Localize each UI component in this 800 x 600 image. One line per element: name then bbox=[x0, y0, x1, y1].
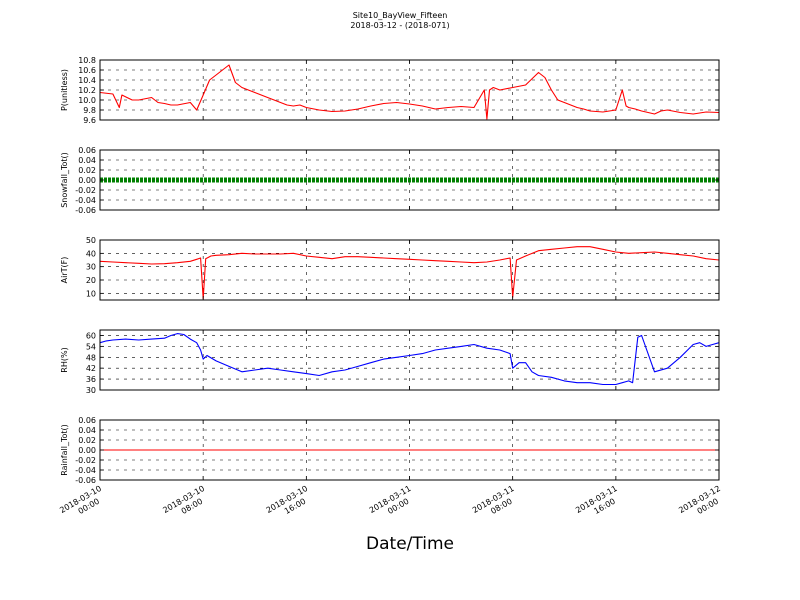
panel-5-ytick-label-0: -0.06 bbox=[75, 476, 96, 485]
panel-4-ytick-label-2: 42 bbox=[86, 364, 96, 373]
panel-4-ylabel: RH(%) bbox=[60, 347, 69, 372]
panel-2-ytick-label-1: -0.04 bbox=[75, 196, 96, 205]
panel-3-ytick-label-0: 10 bbox=[86, 289, 96, 298]
panel-1-ytick-label-0: 9.6 bbox=[83, 116, 96, 125]
panel-5-ytick-label-2: -0.02 bbox=[75, 456, 96, 465]
panel-5-ylabel: Rainfall_Tot() bbox=[60, 424, 69, 476]
panel-3-ytick-label-2: 30 bbox=[86, 263, 96, 272]
panel-1-ytick-label-3: 10.2 bbox=[78, 86, 96, 95]
panel-1-ytick-label-6: 10.8 bbox=[78, 56, 96, 65]
panel-3-ytick-label-1: 20 bbox=[86, 276, 96, 285]
panel-2-ytick-label-3: 0.00 bbox=[78, 176, 96, 185]
panel-1-ytick-label-5: 10.6 bbox=[78, 66, 96, 75]
panel-3-ytick-label-4: 50 bbox=[86, 236, 96, 245]
panel-3-series-1 bbox=[99, 246, 720, 300]
panel-1-series-1 bbox=[99, 64, 720, 120]
panel-2-ytick-label-0: -0.06 bbox=[75, 206, 96, 215]
panel-5-ytick-label-6: 0.06 bbox=[78, 416, 96, 425]
panel-1-ytick-label-2: 10.0 bbox=[78, 96, 96, 105]
panel-5-ytick-label-1: -0.04 bbox=[75, 466, 96, 475]
panel-3-ytick-label-3: 40 bbox=[86, 249, 96, 258]
panel-1-ylabel: P(unitless) bbox=[60, 69, 69, 111]
x-axis-label: Date/Time bbox=[366, 534, 454, 554]
panel-4-ytick-label-1: 36 bbox=[86, 375, 96, 384]
panel-4-ytick-label-0: 30 bbox=[86, 386, 96, 395]
chart-title-line2: 2018-03-12 - (2018-071) bbox=[350, 21, 450, 30]
panel-2-ytick-label-2: -0.02 bbox=[75, 186, 96, 195]
panel-5-ytick-label-5: 0.04 bbox=[78, 426, 96, 435]
panel-2-ytick-label-4: 0.02 bbox=[78, 166, 96, 175]
panel-4-ytick-label-4: 54 bbox=[86, 342, 96, 351]
panel-4-ytick-label-3: 48 bbox=[86, 353, 96, 362]
panel-1-ytick-label-4: 10.4 bbox=[78, 76, 96, 85]
panel-4-series-1 bbox=[99, 333, 720, 386]
panel-2-ytick-label-5: 0.04 bbox=[78, 156, 96, 165]
panel-5-ytick-label-3: 0.00 bbox=[78, 446, 96, 455]
chart-title-line1: Site10_BayView_Fifteen bbox=[352, 11, 448, 20]
panel-2-ytick-label-6: 0.06 bbox=[78, 146, 96, 155]
panel-1-ytick-label-1: 9.8 bbox=[83, 106, 96, 115]
panel-5-ytick-label-4: 0.02 bbox=[78, 436, 96, 445]
panel-2-ylabel: Snowfall_Tot() bbox=[60, 152, 69, 208]
panel-4-ytick-label-5: 60 bbox=[86, 331, 96, 340]
panel-3-ylabel: AirT(F) bbox=[60, 257, 69, 284]
